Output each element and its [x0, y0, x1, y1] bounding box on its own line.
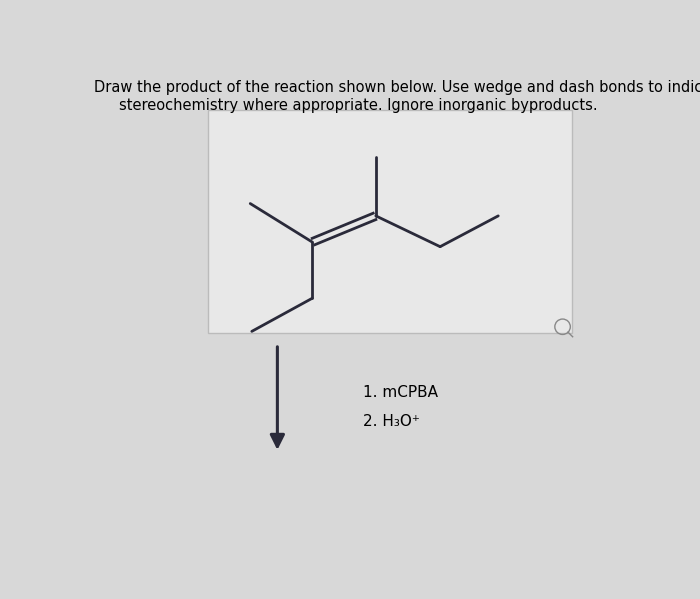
- Text: 1. mCPBA: 1. mCPBA: [363, 386, 438, 401]
- Text: stereochemistry where appropriate. Ignore inorganic byproducts.: stereochemistry where appropriate. Ignor…: [120, 98, 598, 113]
- FancyBboxPatch shape: [208, 110, 572, 333]
- Text: Draw the product of the reaction shown below. Use wedge and dash bonds to indica: Draw the product of the reaction shown b…: [94, 80, 700, 95]
- Text: 2. H₃O⁺: 2. H₃O⁺: [363, 414, 419, 429]
